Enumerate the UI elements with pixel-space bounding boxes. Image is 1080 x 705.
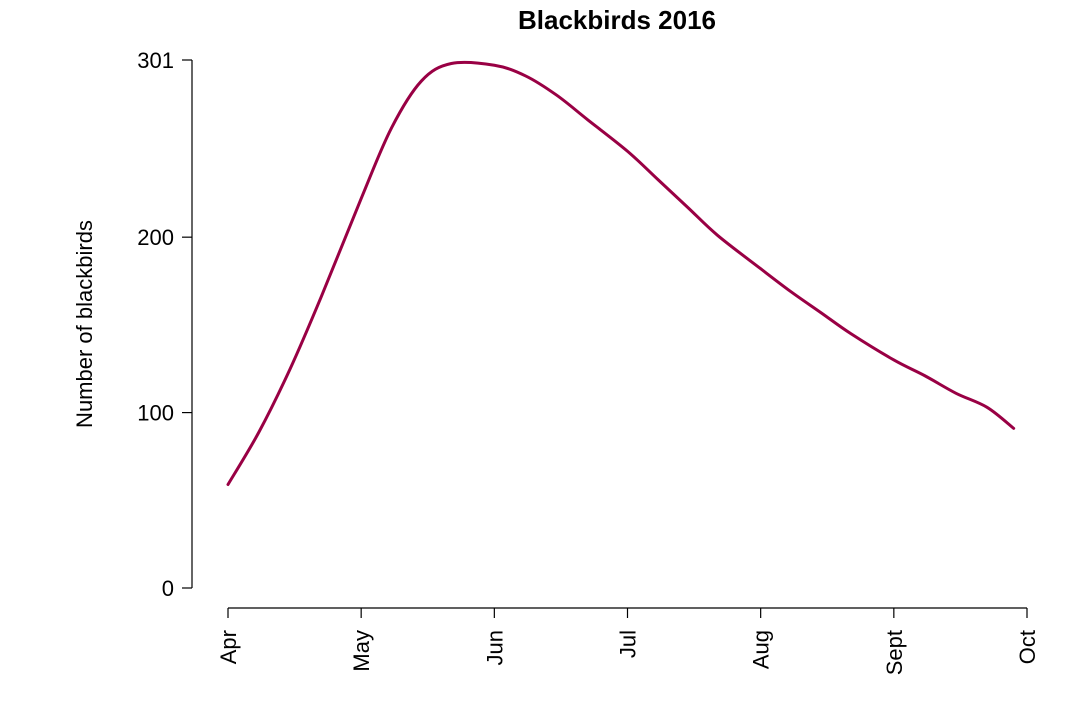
y-axis-title: Number of blackbirds — [72, 220, 97, 428]
series-layer — [226, 60, 1016, 486]
y-tick-label: 200 — [137, 225, 174, 250]
x-tick-label: Jul — [616, 630, 641, 658]
y-tick-label: 100 — [137, 401, 174, 426]
x-tick-label: May — [349, 630, 374, 672]
y-tick-label: 0 — [162, 576, 174, 601]
y-tick-label: 301 — [137, 48, 174, 73]
series-line — [226, 60, 1016, 486]
x-tick-label: Aug — [749, 630, 774, 669]
x-tick-label: Oct — [1015, 630, 1040, 664]
chart-title: Blackbirds 2016 — [518, 5, 716, 35]
x-tick-label: Jun — [482, 630, 507, 665]
x-tick-label: Apr — [216, 630, 241, 664]
x-axis: Apr May Jun Jul Aug Sept Oct — [216, 607, 1040, 675]
y-axis: 0 100 200 301 — [137, 48, 193, 601]
x-tick-label: Sept — [882, 630, 907, 675]
